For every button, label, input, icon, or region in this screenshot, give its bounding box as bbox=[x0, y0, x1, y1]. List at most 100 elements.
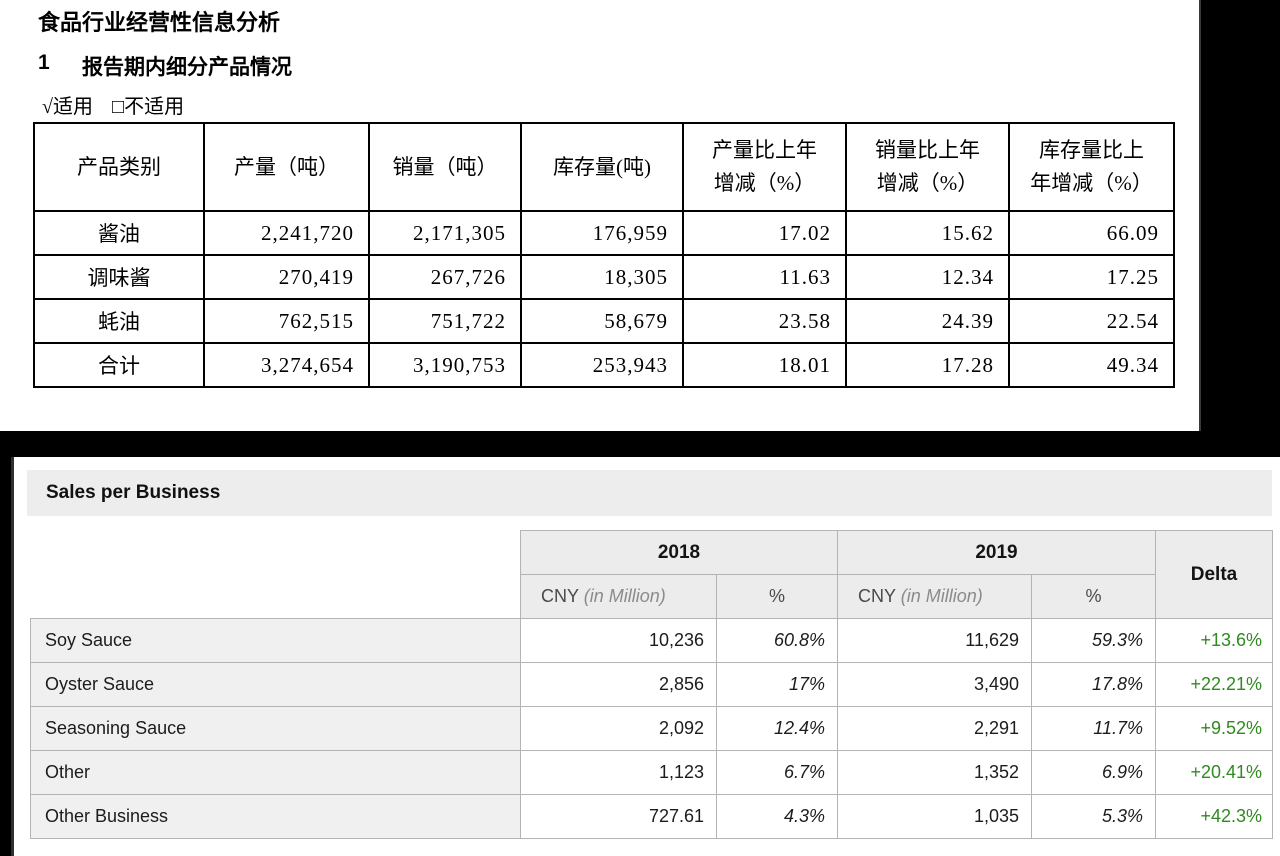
cell-inventory: 18,305 bbox=[520, 254, 684, 300]
cell-delta: +9.52% bbox=[1155, 706, 1273, 751]
col-header-sales: 销量（吨） bbox=[368, 122, 522, 212]
col-group-2019: 2019 bbox=[837, 530, 1156, 575]
product-volume-table: 产品类别 产量（吨） 销量（吨） 库存量(吨) 产量比上年 增减（%） 销量比上… bbox=[33, 122, 1175, 388]
cell-production-yoy: 11.63 bbox=[682, 254, 847, 300]
cell-sales: 267,726 bbox=[368, 254, 522, 300]
cell-inventory-yoy: 49.34 bbox=[1008, 342, 1175, 388]
col-header-cny-2018: CNY (in Million) bbox=[520, 574, 717, 619]
cell-business-label: Other Business bbox=[30, 794, 521, 839]
table-row-total: 合计 3,274,654 3,190,753 253,943 18.01 17.… bbox=[33, 342, 1175, 388]
cell-production: 3,274,654 bbox=[203, 342, 370, 388]
table-row: Seasoning Sauce 2,092 12.4% 2,291 11.7% … bbox=[30, 706, 1273, 751]
cell-pct-2019: 5.3% bbox=[1031, 794, 1156, 839]
cell-inventory-yoy: 22.54 bbox=[1008, 298, 1175, 344]
cell-inventory: 58,679 bbox=[520, 298, 684, 344]
cell-pct-2019: 59.3% bbox=[1031, 618, 1156, 663]
cell-production: 270,419 bbox=[203, 254, 370, 300]
cell-sales-yoy: 12.34 bbox=[845, 254, 1010, 300]
cell-business-label: Oyster Sauce bbox=[30, 662, 521, 707]
cell-category: 调味酱 bbox=[33, 254, 205, 300]
table-row: 调味酱 270,419 267,726 18,305 11.63 12.34 1… bbox=[33, 254, 1175, 300]
cell-sales: 2,171,305 bbox=[368, 210, 522, 256]
cell-cny-2018: 2,092 bbox=[520, 706, 717, 751]
cell-cny-2018: 2,856 bbox=[520, 662, 717, 707]
col-header-sales-yoy: 销量比上年 增减（%） bbox=[845, 122, 1010, 212]
cell-cny-2018: 1,123 bbox=[520, 750, 717, 795]
table-row: Other 1,123 6.7% 1,352 6.9% +20.41% bbox=[30, 750, 1273, 795]
col-header-cny-2019: CNY (in Million) bbox=[837, 574, 1032, 619]
header-spacer bbox=[30, 530, 521, 575]
cell-sales-yoy: 17.28 bbox=[845, 342, 1010, 388]
cell-cny-2018: 10,236 bbox=[520, 618, 717, 663]
cell-inventory: 253,943 bbox=[520, 342, 684, 388]
cell-sales-yoy: 15.62 bbox=[845, 210, 1010, 256]
table-row: 蚝油 762,515 751,722 58,679 23.58 24.39 22… bbox=[33, 298, 1175, 344]
cell-pct-2018: 4.3% bbox=[716, 794, 838, 839]
sales-panel: Sales per Business 2018 2019 Delta CNY (… bbox=[11, 457, 1280, 856]
cell-cny-2018: 727.61 bbox=[520, 794, 717, 839]
col-header-production: 产量（吨） bbox=[203, 122, 370, 212]
col-header-product-category: 产品类别 bbox=[33, 122, 205, 212]
cell-inventory-yoy: 66.09 bbox=[1008, 210, 1175, 256]
header-spacer bbox=[30, 574, 521, 619]
cell-business-label: Other bbox=[30, 750, 521, 795]
cell-cny-2019: 11,629 bbox=[837, 618, 1032, 663]
cell-cny-2019: 3,490 bbox=[837, 662, 1032, 707]
cell-business-label: Seasoning Sauce bbox=[30, 706, 521, 751]
cell-category: 蚝油 bbox=[33, 298, 205, 344]
cny-unit-label: (in Million) bbox=[583, 586, 666, 606]
table-row: Other Business 727.61 4.3% 1,035 5.3% +4… bbox=[30, 794, 1273, 839]
sales-per-business-table: 2018 2019 Delta CNY (in Million) % CNY (… bbox=[30, 530, 1273, 839]
cell-delta: +20.41% bbox=[1155, 750, 1273, 795]
cell-pct-2018: 60.8% bbox=[716, 618, 838, 663]
applicable-check-label: √适用 bbox=[42, 96, 93, 118]
applicability-note: √适用 □不适用 bbox=[42, 90, 198, 119]
cell-production-yoy: 23.58 bbox=[682, 298, 847, 344]
page-title: 食品行业经营性信息分析 bbox=[38, 10, 281, 35]
cell-sales: 751,722 bbox=[368, 298, 522, 344]
col-header-delta: Delta bbox=[1155, 530, 1273, 619]
col-header-inventory-yoy: 库存量比上 年增减（%） bbox=[1008, 122, 1175, 212]
cell-delta: +42.3% bbox=[1155, 794, 1273, 839]
cny-unit-label: (in Million) bbox=[900, 586, 983, 606]
cell-pct-2018: 6.7% bbox=[716, 750, 838, 795]
cell-production: 2,241,720 bbox=[203, 210, 370, 256]
cell-sales: 3,190,753 bbox=[368, 342, 522, 388]
cell-pct-2019: 6.9% bbox=[1031, 750, 1156, 795]
cell-pct-2019: 17.8% bbox=[1031, 662, 1156, 707]
section-title: 报告期内细分产品情况 bbox=[82, 56, 292, 79]
report-panel: 食品行业经营性信息分析 1 报告期内细分产品情况 √适用 □不适用 产品类别 产… bbox=[0, 0, 1201, 431]
cell-category: 酱油 bbox=[33, 210, 205, 256]
cell-sales-yoy: 24.39 bbox=[845, 298, 1010, 344]
sales-panel-title: Sales per Business bbox=[27, 470, 1272, 516]
cell-production-yoy: 18.01 bbox=[682, 342, 847, 388]
cny-label: CNY bbox=[858, 586, 896, 606]
col-header-pct-2018: % bbox=[716, 574, 838, 619]
cell-inventory-yoy: 17.25 bbox=[1008, 254, 1175, 300]
cell-pct-2019: 11.7% bbox=[1031, 706, 1156, 751]
cell-cny-2019: 1,352 bbox=[837, 750, 1032, 795]
cell-production: 762,515 bbox=[203, 298, 370, 344]
table-row: Oyster Sauce 2,856 17% 3,490 17.8% +22.2… bbox=[30, 662, 1273, 707]
not-applicable-box-label: □不适用 bbox=[111, 96, 185, 118]
section-number: 1 bbox=[38, 51, 50, 74]
cell-inventory: 176,959 bbox=[520, 210, 684, 256]
section-heading: 1 报告期内细分产品情况 bbox=[38, 51, 292, 81]
col-header-pct-2019: % bbox=[1031, 574, 1156, 619]
cell-business-label: Soy Sauce bbox=[30, 618, 521, 663]
cell-pct-2018: 12.4% bbox=[716, 706, 838, 751]
year-header-row: 2018 2019 Delta bbox=[30, 530, 1273, 619]
table-row: 酱油 2,241,720 2,171,305 176,959 17.02 15.… bbox=[33, 210, 1175, 256]
col-header-inventory: 库存量(吨) bbox=[520, 122, 684, 212]
cell-delta: +13.6% bbox=[1155, 618, 1273, 663]
cny-label: CNY bbox=[541, 586, 579, 606]
cell-cny-2019: 2,291 bbox=[837, 706, 1032, 751]
col-header-production-yoy: 产量比上年 增减（%） bbox=[682, 122, 847, 212]
cell-pct-2018: 17% bbox=[716, 662, 838, 707]
cell-category: 合计 bbox=[33, 342, 205, 388]
col-group-2018: 2018 bbox=[520, 530, 838, 575]
table-header-row: 产品类别 产量（吨） 销量（吨） 库存量(吨) 产量比上年 增减（%） 销量比上… bbox=[33, 122, 1175, 212]
table-row: Soy Sauce 10,236 60.8% 11,629 59.3% +13.… bbox=[30, 618, 1273, 663]
unit-header-row: CNY (in Million) % CNY (in Million) % bbox=[30, 574, 1273, 619]
cell-production-yoy: 17.02 bbox=[682, 210, 847, 256]
